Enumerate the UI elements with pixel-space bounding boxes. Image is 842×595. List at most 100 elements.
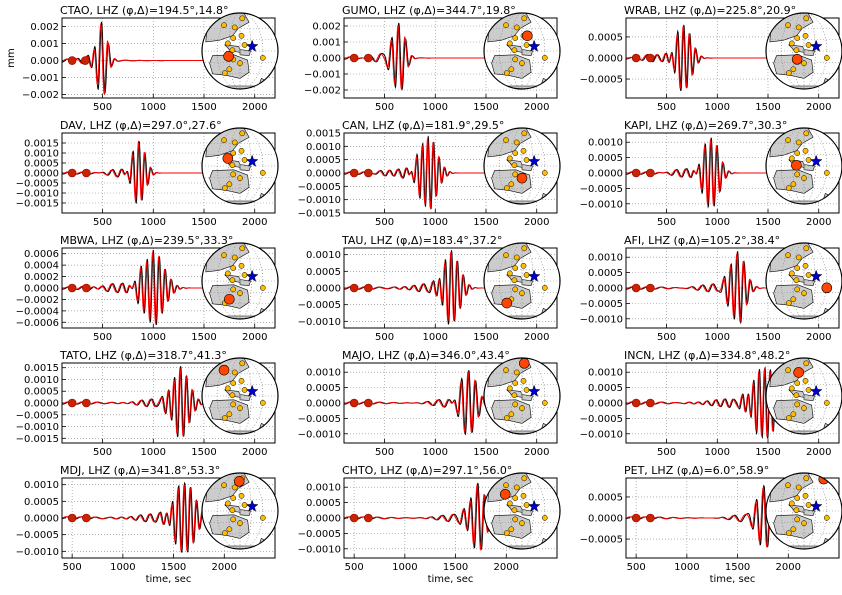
station-dot bbox=[230, 35, 237, 41]
y-tick-label: 0.0000 bbox=[588, 54, 623, 65]
x-tick-label: 1000 bbox=[423, 217, 448, 228]
x-tick-label: 1500 bbox=[191, 447, 216, 458]
x-tick-label: 2000 bbox=[212, 562, 237, 573]
highlighted-station bbox=[501, 297, 513, 309]
x-tick-label: 2000 bbox=[806, 332, 831, 343]
x-tick-label: 2000 bbox=[524, 332, 549, 343]
window-marker bbox=[67, 168, 77, 178]
map-meridian bbox=[780, 13, 828, 89]
map-meridian bbox=[498, 128, 546, 204]
station-dot bbox=[521, 245, 528, 252]
x-axis-label: time, sec bbox=[146, 574, 192, 585]
y-tick-label: 0.0010 bbox=[306, 142, 341, 153]
map-meridian bbox=[216, 13, 264, 89]
map-meridian bbox=[780, 243, 828, 319]
x-tick-label: 1000 bbox=[141, 217, 166, 228]
window-marker bbox=[631, 168, 641, 178]
x-tick-label: 1500 bbox=[191, 217, 216, 228]
y-tick-label: −0.0005 bbox=[580, 184, 623, 195]
station-dot bbox=[231, 369, 238, 376]
y-tick-label: 0.0015 bbox=[24, 139, 59, 150]
y-tick-label: 0.0015 bbox=[306, 129, 341, 140]
window-marker bbox=[349, 283, 359, 293]
station-dot bbox=[503, 482, 509, 489]
station-dot bbox=[795, 24, 802, 31]
map-meridian bbox=[510, 13, 534, 89]
seismogram-panel: MAJO, LHZ (φ,Δ)=346.0°,43.4° 500 1000 1500 2… bbox=[298, 349, 561, 458]
station-dot bbox=[794, 171, 801, 178]
map-meridian bbox=[510, 473, 534, 549]
highlighted-station bbox=[791, 54, 803, 65]
highlighted-station bbox=[224, 293, 235, 305]
station-dot bbox=[503, 367, 509, 374]
station-dot bbox=[229, 392, 236, 399]
station-dot bbox=[519, 405, 525, 412]
seismogram-panel: KAPI, LHZ (φ,Δ)=269.7°,30.3° 500 1000 1500 2… bbox=[580, 119, 842, 228]
station-dot bbox=[802, 147, 809, 154]
station-dot bbox=[512, 286, 519, 293]
station-dot bbox=[221, 137, 227, 144]
seismogram-panel: CTAO, LHZ (φ,Δ)=194.5°,14.8° 500 1000 1500 2… bbox=[22, 4, 279, 113]
station-dot bbox=[793, 507, 800, 514]
station-dot bbox=[226, 181, 233, 188]
y-tick-label: 0.0000 bbox=[306, 169, 341, 180]
highlighted-station bbox=[222, 153, 234, 164]
station-dot bbox=[511, 507, 518, 514]
x-tick-label: 500 bbox=[63, 562, 82, 573]
map-meridian bbox=[228, 128, 252, 204]
map-content bbox=[202, 473, 278, 549]
station-dot bbox=[794, 401, 801, 408]
station-dot bbox=[238, 32, 245, 39]
y-axis-label: mm bbox=[6, 48, 17, 67]
station-dot bbox=[241, 272, 248, 278]
station-dot bbox=[802, 377, 809, 384]
panel-title: CAN, LHZ (φ,Δ)=181.9°,29.5° bbox=[342, 119, 504, 132]
y-tick-label: −0.0005 bbox=[16, 530, 59, 541]
map-meridian bbox=[228, 473, 252, 549]
station-dot bbox=[512, 380, 519, 386]
window-marker bbox=[349, 53, 359, 63]
y-tick-label: −0.0005 bbox=[580, 75, 623, 86]
station-dot bbox=[512, 35, 519, 41]
y-tick-label: −0.0015 bbox=[298, 209, 341, 220]
x-tick-label: 1000 bbox=[705, 332, 730, 343]
x-tick-label: 2000 bbox=[494, 562, 519, 573]
inset-map bbox=[765, 12, 842, 90]
station-dot bbox=[541, 54, 548, 61]
map-meridian bbox=[498, 243, 546, 319]
y-tick-label: 0.0004 bbox=[24, 261, 59, 272]
station-dot bbox=[239, 15, 246, 22]
station-dot bbox=[512, 265, 519, 271]
station-dot bbox=[231, 139, 238, 146]
station-dot bbox=[226, 66, 233, 73]
map-meridian bbox=[216, 473, 264, 549]
station-dot bbox=[794, 516, 801, 523]
y-tick-label: 0.0000 bbox=[588, 284, 623, 295]
station-dot bbox=[512, 516, 519, 523]
panel-title: MDJ, LHZ (φ,Δ)=341.8°,53.3° bbox=[60, 464, 220, 477]
station-dot bbox=[523, 157, 530, 163]
station-dot bbox=[511, 47, 518, 54]
y-tick-label: 0.002 bbox=[30, 22, 59, 33]
station-dot bbox=[785, 22, 791, 29]
map-meridian bbox=[510, 358, 534, 434]
panel-grid: CTAO, LHZ (φ,Δ)=194.5°,14.8° 500 1000 1500 2… bbox=[16, 4, 842, 585]
station-dot bbox=[805, 387, 812, 393]
station-dot bbox=[237, 60, 243, 67]
station-dot bbox=[805, 42, 812, 48]
x-tick-label: 500 bbox=[375, 447, 394, 458]
inset-map bbox=[201, 12, 279, 90]
globe-outline bbox=[483, 127, 561, 205]
station-dot bbox=[503, 22, 509, 29]
y-tick-label: 0.0010 bbox=[306, 483, 341, 494]
x-tick-label: 500 bbox=[345, 562, 364, 573]
station-dot bbox=[513, 254, 520, 261]
window-marker bbox=[631, 398, 641, 408]
station-dot bbox=[823, 54, 830, 61]
station-dot bbox=[805, 502, 812, 508]
station-dot bbox=[523, 272, 530, 278]
panel-title: AFI, LHZ (φ,Δ)=105.2°,38.4° bbox=[624, 234, 780, 247]
station-dot bbox=[237, 405, 243, 412]
x-tick-label: 1500 bbox=[161, 562, 186, 573]
